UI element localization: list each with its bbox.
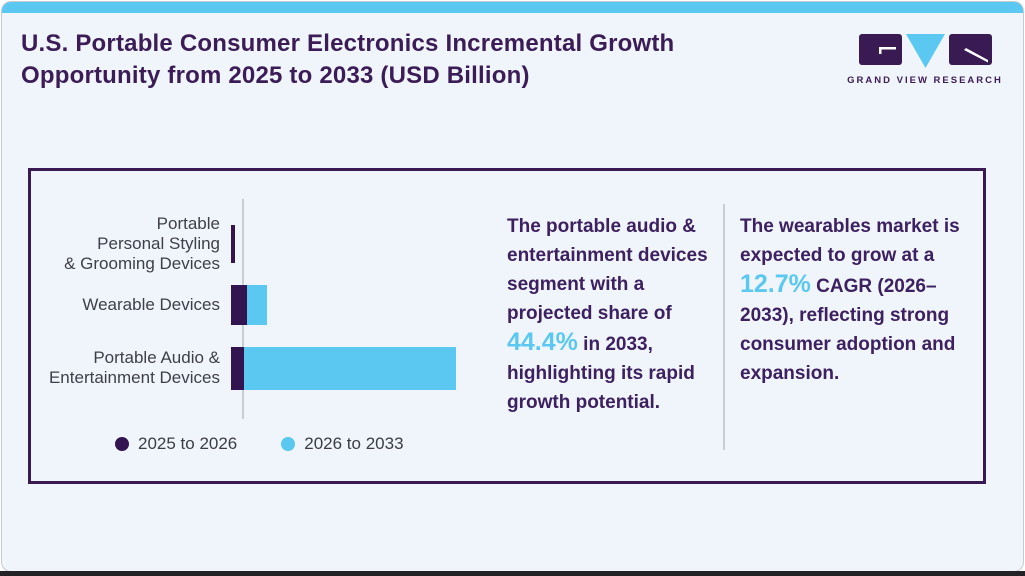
category-label: Wearable Devices — [82, 295, 220, 314]
bar-row-grooming-devices: Portable Personal Styling & Grooming Dev… — [31, 211, 235, 277]
column-divider — [723, 204, 725, 450]
bar-row-wearable-devices: Wearable Devices — [31, 282, 267, 328]
brand-name: GRAND VIEW RESEARCH — [847, 75, 1003, 86]
legend-label: 2026 to 2033 — [304, 434, 404, 453]
legend-dot-icon — [115, 437, 129, 451]
chart-legend: 2025 to 2026 2026 to 2033 — [115, 434, 404, 454]
category-label: Portable Personal Styling & Grooming Dev… — [64, 214, 220, 273]
insight-text: The portable audio & entertainment devic… — [507, 216, 708, 324]
chart-card: Portable Personal Styling & Grooming Dev… — [28, 168, 986, 484]
brand-logo: GRAND VIEW RESEARCH — [847, 33, 1001, 86]
page-bottom-edge — [0, 571, 1025, 576]
stacked-bar — [231, 285, 267, 325]
legend-label: 2025 to 2026 — [138, 434, 238, 453]
top-accent-bar — [2, 2, 1023, 13]
insight-audio-entertainment: The portable audio & entertainment devic… — [507, 212, 715, 417]
legend-dot-icon — [281, 437, 296, 451]
category-label: Portable Audio & Entertainment Devices — [48, 348, 220, 387]
legend-item-2025-2026: 2025 to 2026 — [115, 434, 237, 454]
highlight-cagr-value: 12.7% — [740, 270, 811, 298]
highlight-share-value: 44.4% — [507, 328, 578, 356]
bar-segment-2026-2033 — [244, 346, 456, 390]
bar-segment-2025-2026 — [231, 225, 235, 263]
bar-segment-2025-2026 — [231, 346, 244, 390]
insight-text: CAGR (2026–2033), reflecting strong cons… — [740, 276, 956, 384]
bar-segment-2026-2033 — [247, 285, 267, 325]
insight-text: The wearables market is expected to grow… — [740, 216, 960, 266]
stacked-bar — [231, 346, 456, 390]
insight-wearables: The wearables market is expected to grow… — [740, 212, 972, 388]
gvr-monogram-icon — [858, 33, 992, 71]
stacked-bar — [231, 225, 235, 263]
page-title: U.S. Portable Consumer Electronics Incre… — [21, 30, 675, 89]
insight-text: in 2033, highlighting its rapid growth p… — [507, 334, 695, 413]
legend-item-2026-2033: 2026 to 2033 — [281, 434, 404, 454]
bar-row-audio-entertainment: Portable Audio & Entertainment Devices — [31, 344, 456, 392]
bar-segment-2025-2026 — [231, 285, 247, 325]
